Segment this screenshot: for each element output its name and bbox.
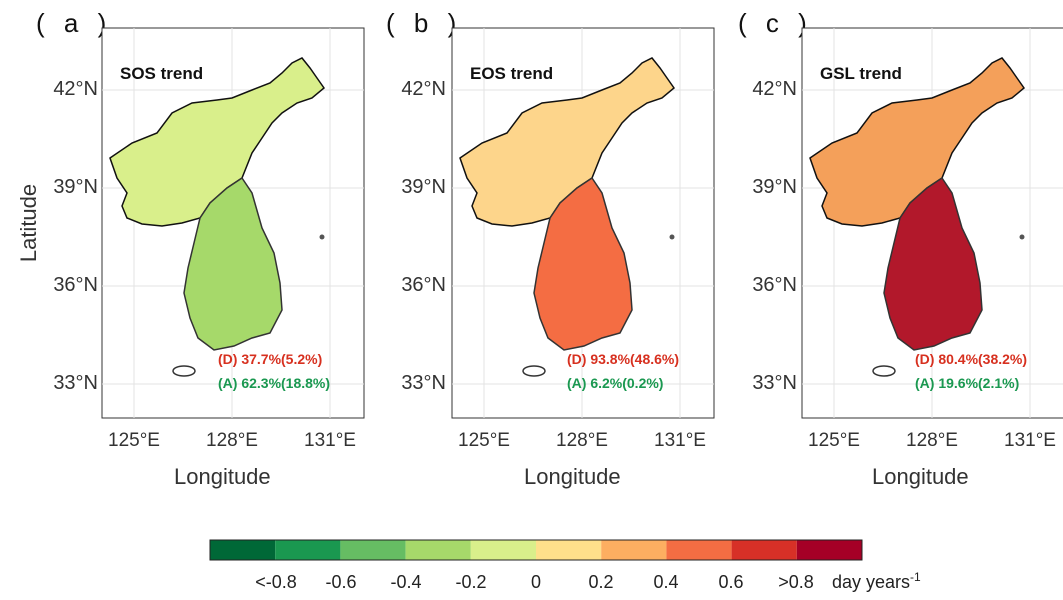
colorbar-swatch xyxy=(470,540,536,560)
colorbar-swatch xyxy=(731,540,797,560)
panel-a-decrease-stat: (D) 37.7%(5.2%) xyxy=(218,351,323,367)
panel-b-trend-title: EOS trend xyxy=(470,64,554,83)
x-tick: 125°E xyxy=(808,430,860,451)
colorbar-tick-label: -0.2 xyxy=(455,572,487,592)
y-tick: 39°N xyxy=(752,176,797,198)
x-tick: 128°E xyxy=(556,430,608,451)
north-korea-region xyxy=(109,57,326,227)
y-tick: 42°N xyxy=(53,78,98,100)
panel-c-decrease-stat: (D) 80.4%(38.2%) xyxy=(915,351,1028,367)
panel-c-map xyxy=(801,27,1063,419)
panel-b-letter: ( b ) xyxy=(386,8,463,38)
colorbar-unit: day years-1 xyxy=(832,570,921,593)
south-korea-region xyxy=(183,176,283,351)
y-tick: 36°N xyxy=(752,274,797,296)
x-axis-title: Longitude xyxy=(872,464,969,489)
colorbar-unit-text: day years xyxy=(832,572,911,592)
north-korea-region xyxy=(809,57,1026,227)
colorbar-swatch xyxy=(601,540,667,560)
jeju-island xyxy=(872,365,896,377)
y-tick: 39°N xyxy=(401,176,446,198)
panel-a-map xyxy=(101,27,365,419)
panel-a-increase-stat: (A) 62.3%(18.8%) xyxy=(218,375,331,391)
colorbar-tick-label: >0.8 xyxy=(778,572,814,592)
panel-b-increase-stat: (A) 6.2%(0.2%) xyxy=(567,375,664,391)
y-tick: 36°N xyxy=(401,274,446,296)
panel-c-letter: ( c ) xyxy=(738,8,813,38)
panel-a-letter: ( a ) xyxy=(36,8,113,38)
colorbar-swatch xyxy=(340,540,406,560)
ulleung-island xyxy=(1019,234,1025,240)
colorbar-swatch xyxy=(210,540,276,560)
y-tick: 33°N xyxy=(53,372,98,394)
south-korea-region xyxy=(883,176,983,351)
colorbar-swatch xyxy=(536,540,602,560)
colorbar-swatch xyxy=(275,540,341,560)
colorbar-border xyxy=(209,539,863,561)
ulleung-island xyxy=(319,234,325,240)
x-tick: 125°E xyxy=(108,430,160,451)
jeju-island xyxy=(522,365,546,377)
y-tick: 42°N xyxy=(752,78,797,100)
colorbar-swatch xyxy=(796,540,862,560)
x-tick: 125°E xyxy=(458,430,510,451)
x-tick: 131°E xyxy=(654,430,706,451)
colorbar-swatch xyxy=(405,540,471,560)
y-tick: 42°N xyxy=(401,78,446,100)
jeju-island xyxy=(172,365,196,377)
colorbar-tick-label: 0.2 xyxy=(588,572,614,592)
colorbar-tick-label: 0 xyxy=(530,572,541,592)
colorbar xyxy=(209,539,863,561)
colorbar-tick-label: <-0.8 xyxy=(255,572,297,592)
panel-b-decrease-stat: (D) 93.8%(48.6%) xyxy=(567,351,680,367)
colorbar-tick-label: 0.4 xyxy=(653,572,679,592)
y-tick: 33°N xyxy=(401,372,446,394)
panel-a-trend-title: SOS trend xyxy=(120,64,204,83)
north-korea-region xyxy=(459,57,676,227)
ulleung-island xyxy=(669,234,675,240)
colorbar-unit-sup: -1 xyxy=(910,570,921,584)
colorbar-tick-label: -0.6 xyxy=(325,572,357,592)
panel-c-trend-title: GSL trend xyxy=(820,64,902,83)
y-tick: 39°N xyxy=(53,176,98,198)
x-axis-title: Longitude xyxy=(524,464,621,489)
colorbar-swatch xyxy=(666,540,732,560)
colorbar-tick-label: 0.6 xyxy=(718,572,744,592)
panel-b-map xyxy=(451,27,715,419)
x-axis-title: Longitude xyxy=(174,464,271,489)
panel-c-increase-stat: (A) 19.6%(2.1%) xyxy=(915,375,1020,391)
x-tick: 128°E xyxy=(906,430,958,451)
y-tick: 33°N xyxy=(752,372,797,394)
y-axis-title: Latitude xyxy=(16,183,42,263)
x-tick: 131°E xyxy=(304,430,356,451)
x-tick: 131°E xyxy=(1004,430,1056,451)
colorbar-tick-label: -0.4 xyxy=(390,572,422,592)
y-tick: 36°N xyxy=(53,274,98,296)
x-tick: 128°E xyxy=(206,430,258,451)
south-korea-region xyxy=(533,176,633,351)
